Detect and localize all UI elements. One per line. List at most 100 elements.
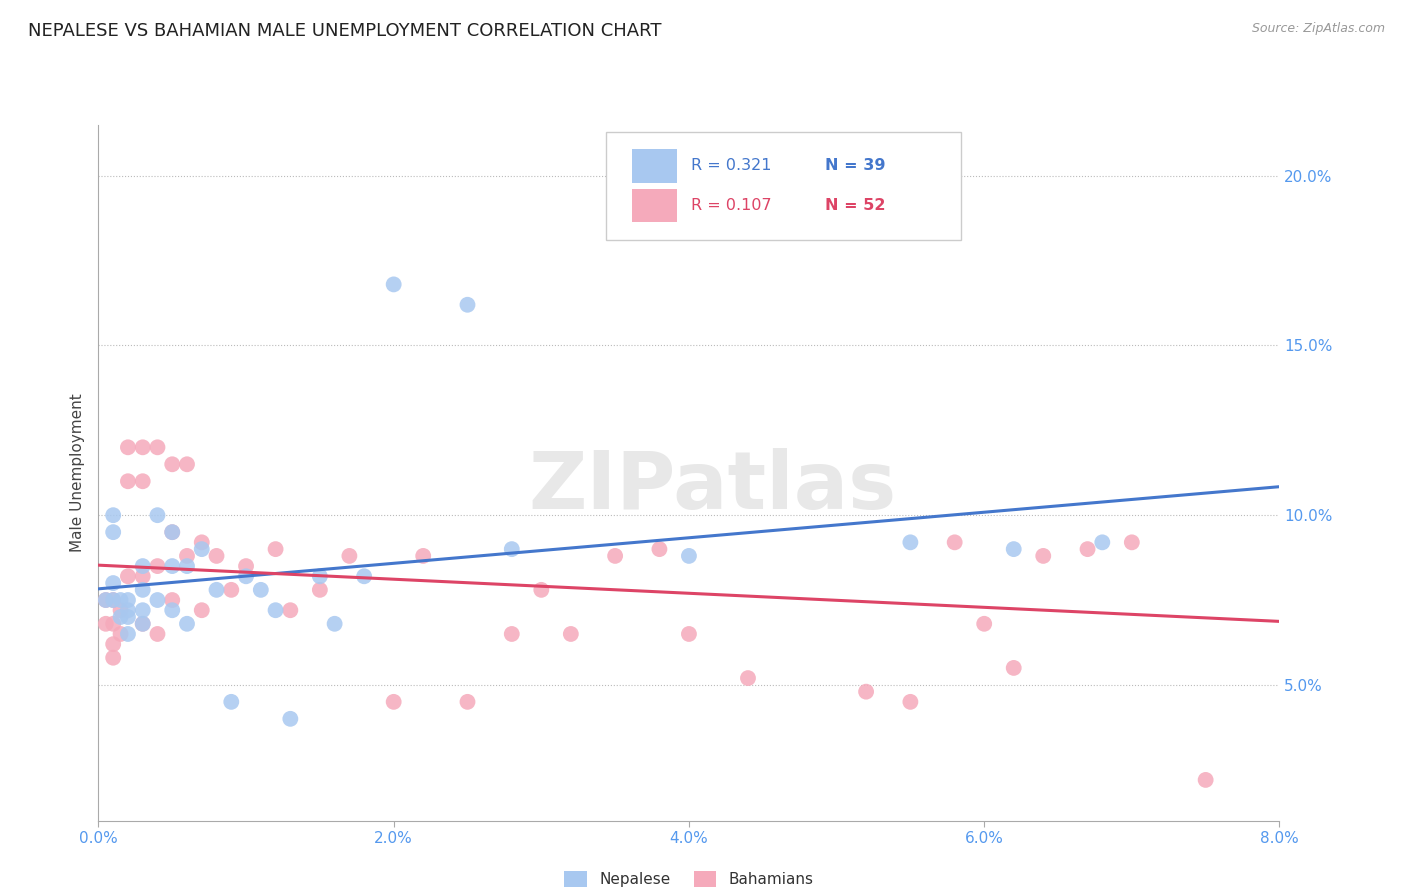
- Point: [103, 525, 125, 540]
- Point: [353, 569, 375, 583]
- Point: [132, 475, 155, 489]
- Point: [117, 627, 139, 641]
- Point: [605, 549, 627, 563]
- Point: [117, 569, 139, 583]
- Point: [855, 684, 877, 698]
- Point: [162, 525, 183, 540]
- Point: [264, 603, 287, 617]
- Point: [146, 559, 169, 574]
- Point: [103, 593, 125, 607]
- Point: [132, 616, 155, 631]
- Point: [132, 569, 155, 583]
- Point: [110, 627, 132, 641]
- Point: [308, 582, 332, 597]
- Point: [94, 593, 117, 607]
- Point: [117, 475, 139, 489]
- Point: [176, 616, 198, 631]
- Point: [1194, 772, 1216, 787]
- Point: [323, 616, 346, 631]
- Point: [648, 542, 671, 557]
- Point: [308, 569, 332, 583]
- Point: [132, 440, 155, 454]
- Point: [219, 582, 242, 597]
- Point: [176, 457, 198, 471]
- Y-axis label: Male Unemployment: Male Unemployment: [70, 393, 86, 552]
- Point: [1002, 661, 1025, 675]
- FancyBboxPatch shape: [633, 149, 678, 183]
- Text: ZIPatlas: ZIPatlas: [529, 448, 897, 525]
- Text: NEPALESE VS BAHAMIAN MALE UNEMPLOYMENT CORRELATION CHART: NEPALESE VS BAHAMIAN MALE UNEMPLOYMENT C…: [28, 22, 662, 40]
- Point: [146, 627, 169, 641]
- Point: [162, 525, 183, 540]
- Text: N = 39: N = 39: [825, 159, 886, 173]
- Point: [191, 535, 214, 549]
- Point: [94, 616, 117, 631]
- Point: [796, 196, 818, 211]
- Point: [146, 593, 169, 607]
- Point: [501, 542, 523, 557]
- Point: [1002, 542, 1025, 557]
- Point: [1121, 535, 1143, 549]
- Point: [1077, 542, 1099, 557]
- Point: [110, 593, 132, 607]
- Point: [501, 627, 523, 641]
- Point: [132, 582, 155, 597]
- Point: [103, 508, 125, 523]
- Point: [678, 627, 700, 641]
- Point: [146, 440, 169, 454]
- Point: [382, 277, 405, 292]
- Point: [1091, 535, 1114, 549]
- Point: [382, 695, 405, 709]
- Point: [191, 542, 214, 557]
- Point: [900, 695, 922, 709]
- Point: [162, 457, 183, 471]
- FancyBboxPatch shape: [606, 132, 960, 240]
- Point: [176, 549, 198, 563]
- Point: [117, 593, 139, 607]
- Point: [250, 582, 273, 597]
- Point: [117, 440, 139, 454]
- Point: [456, 298, 478, 312]
- Point: [162, 603, 183, 617]
- Point: [219, 695, 242, 709]
- Text: R = 0.107: R = 0.107: [692, 198, 772, 213]
- Point: [103, 650, 125, 665]
- Point: [162, 559, 183, 574]
- Point: [103, 576, 125, 591]
- Point: [1032, 549, 1054, 563]
- Point: [162, 593, 183, 607]
- Point: [337, 549, 360, 563]
- Point: [278, 712, 302, 726]
- Point: [900, 535, 922, 549]
- Point: [412, 549, 434, 563]
- Legend: Nepalese, Bahamians: Nepalese, Bahamians: [558, 865, 820, 892]
- Point: [191, 603, 214, 617]
- Point: [176, 559, 198, 574]
- Point: [456, 695, 478, 709]
- Point: [103, 616, 125, 631]
- Point: [146, 508, 169, 523]
- FancyBboxPatch shape: [633, 189, 678, 222]
- Point: [117, 603, 139, 617]
- Point: [560, 627, 582, 641]
- Text: N = 52: N = 52: [825, 198, 886, 213]
- Point: [678, 549, 700, 563]
- Point: [973, 616, 995, 631]
- Text: Source: ZipAtlas.com: Source: ZipAtlas.com: [1251, 22, 1385, 36]
- Point: [103, 637, 125, 651]
- Point: [530, 582, 553, 597]
- Point: [132, 616, 155, 631]
- Point: [943, 535, 966, 549]
- Point: [132, 559, 155, 574]
- Point: [205, 549, 228, 563]
- Point: [110, 603, 132, 617]
- Point: [205, 582, 228, 597]
- Text: R = 0.321: R = 0.321: [692, 159, 772, 173]
- Point: [235, 559, 257, 574]
- Point: [235, 569, 257, 583]
- Point: [110, 610, 132, 624]
- Point: [103, 593, 125, 607]
- Point: [737, 671, 759, 685]
- Point: [264, 542, 287, 557]
- Point: [117, 610, 139, 624]
